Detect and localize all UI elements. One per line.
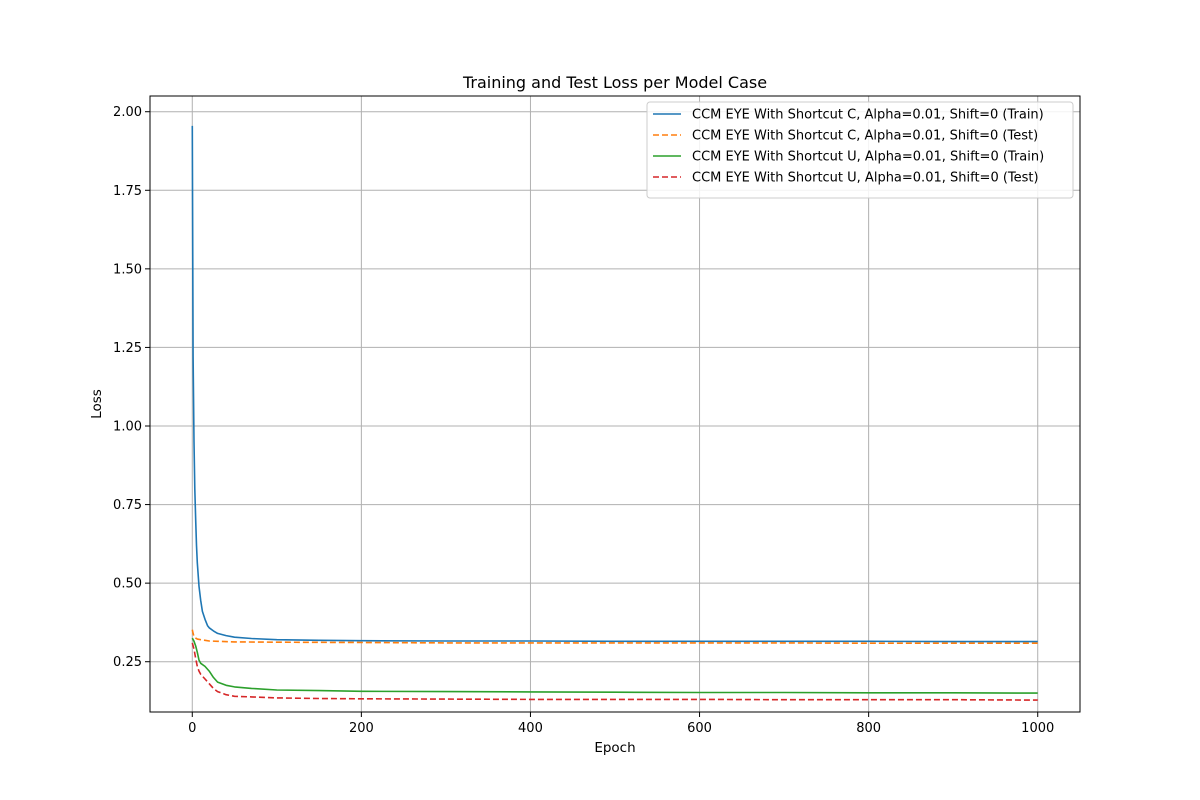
x-tick-label: 200 — [349, 721, 374, 736]
x-tick-label: 800 — [856, 721, 881, 736]
y-axis-ticks: 0.25 0.50 0.75 1.00 1.25 1.50 1.75 2.00 — [113, 105, 150, 670]
y-tick-label: 2.00 — [113, 105, 142, 120]
x-tick-label: 400 — [518, 721, 543, 736]
y-tick-label: 0.50 — [113, 577, 142, 592]
legend-entry-label: CCM EYE With Shortcut C, Alpha=0.01, Shi… — [692, 129, 1038, 144]
chart-title: Training and Test Loss per Model Case — [462, 73, 767, 92]
legend-entry-label: CCM EYE With Shortcut U, Alpha=0.01, Shi… — [692, 171, 1039, 186]
series-line-2 — [191, 629, 1038, 645]
legend-entry-label: CCM EYE With Shortcut U, Alpha=0.01, Shi… — [692, 150, 1044, 165]
legend-box — [646, 101, 1074, 199]
x-axis-label: Epoch — [594, 740, 635, 756]
plot-frame — [149, 95, 1081, 713]
x-tick-label: 600 — [687, 721, 712, 736]
series-lines — [191, 125, 1038, 701]
y-tick-label: 1.00 — [113, 420, 142, 435]
x-tick-label: 1000 — [1021, 721, 1054, 736]
series-line-1 — [191, 125, 1038, 643]
x-axis-ticks: 0 200 400 600 800 1000 — [188, 712, 1054, 736]
legend: CCM EYE With Shortcut C, Alpha=0.01, Shi… — [646, 101, 1074, 199]
legend-entry-label: CCM EYE With Shortcut C, Alpha=0.01, Shi… — [692, 108, 1044, 123]
x-tick-label: 0 — [188, 721, 196, 736]
series-line-4 — [191, 642, 1038, 701]
y-tick-label: 0.25 — [113, 655, 142, 670]
y-tick-label: 0.75 — [113, 498, 142, 513]
y-axis-label: Loss — [89, 389, 105, 419]
y-tick-label: 1.25 — [113, 341, 142, 356]
grid-lines — [150, 96, 1080, 712]
series-line-3 — [191, 637, 1038, 694]
y-tick-label: 1.50 — [113, 262, 142, 277]
y-tick-label: 1.75 — [113, 184, 142, 199]
